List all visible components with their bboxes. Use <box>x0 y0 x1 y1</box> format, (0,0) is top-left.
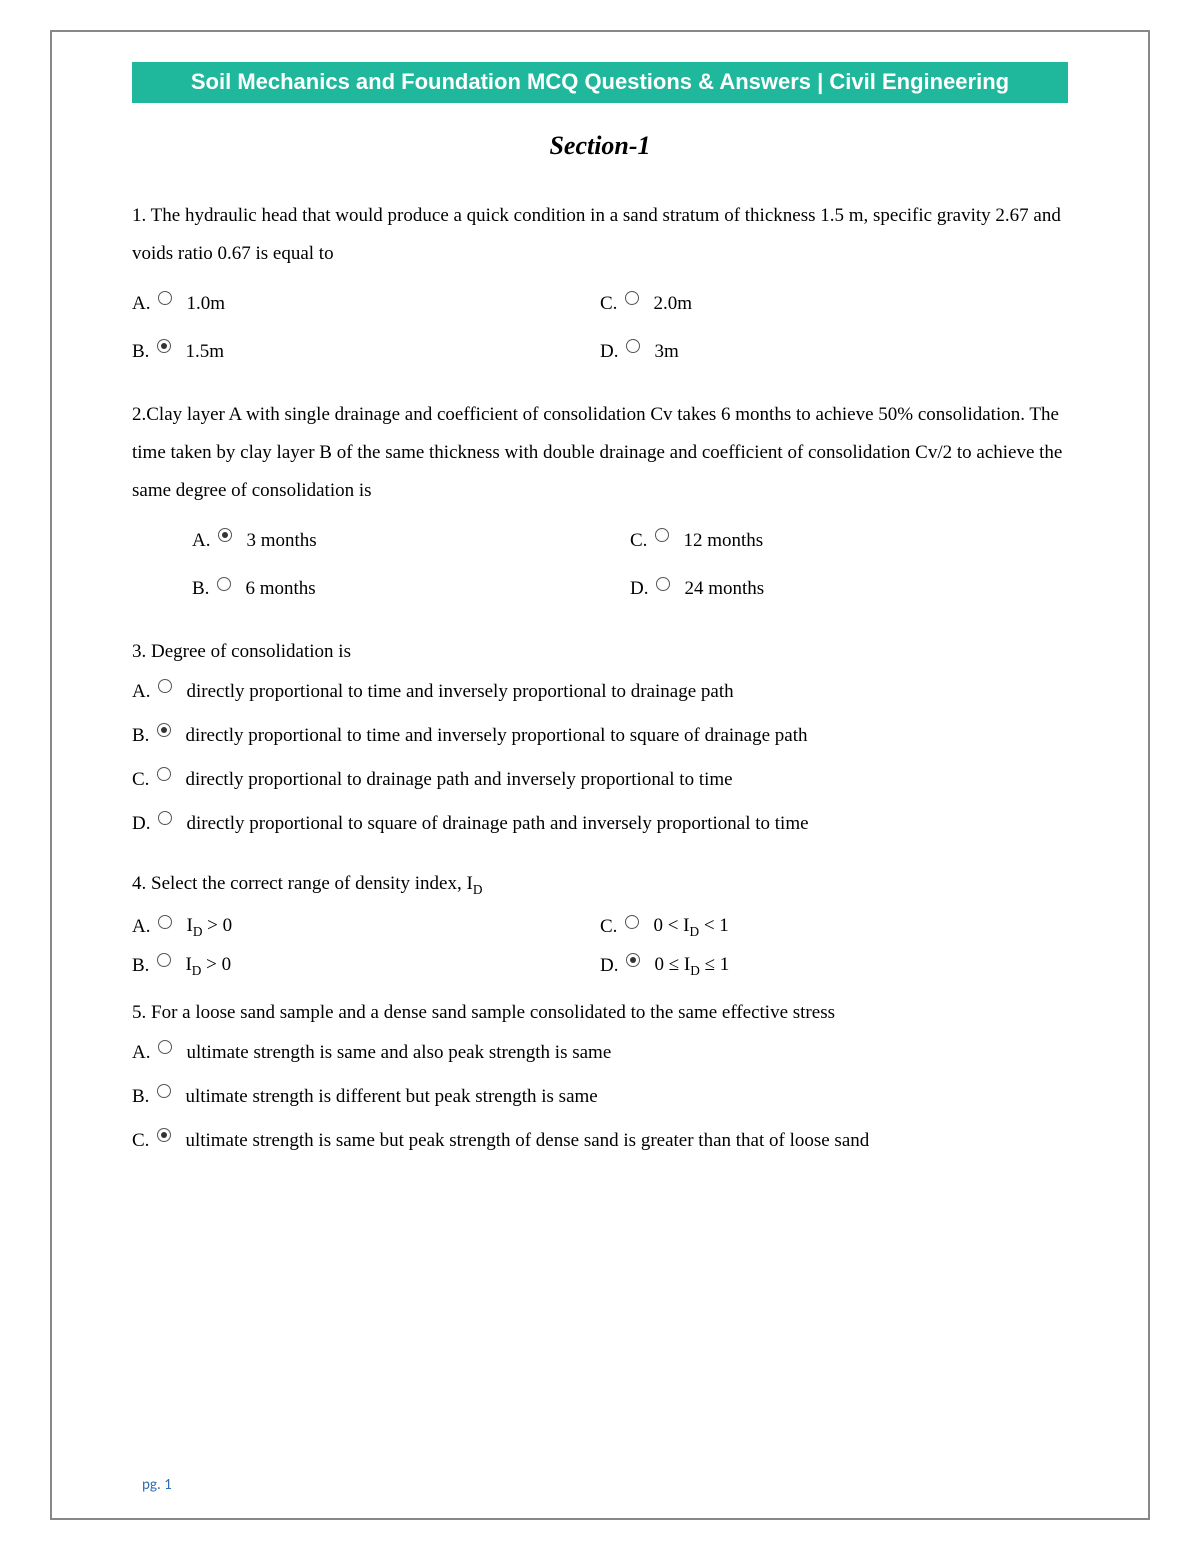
option-label: C. <box>630 528 647 555</box>
option-label: D. <box>132 813 150 835</box>
option-label: A. <box>132 291 150 318</box>
question-3-options: A. directly proportional to time and inv… <box>132 681 1068 835</box>
option-text: directly proportional to drainage path a… <box>185 769 732 791</box>
question-1-options: A. 1.0m C. 2.0m B. 1.5m D. 3m <box>132 291 1068 366</box>
radio-icon <box>625 915 639 929</box>
option-text: 3m <box>654 339 678 366</box>
radio-icon-selected <box>218 528 232 542</box>
q3-option-c[interactable]: C. directly proportional to drainage pat… <box>132 769 1068 791</box>
radio-icon <box>655 528 669 542</box>
radio-icon <box>158 291 172 305</box>
radio-icon-selected <box>626 953 640 967</box>
option-text: 0 ≤ ID ≤ 1 <box>654 952 729 980</box>
question-3-text: 3. Degree of consolidation is <box>132 633 1068 671</box>
q3-option-b[interactable]: B. directly proportional to time and inv… <box>132 725 1068 747</box>
q3-option-d[interactable]: D. directly proportional to square of dr… <box>132 813 1068 835</box>
option-label: A. <box>132 681 150 703</box>
radio-icon <box>158 679 172 693</box>
q5-option-c[interactable]: C. ultimate strength is same but peak st… <box>132 1130 1068 1152</box>
option-text: directly proportional to time and invers… <box>186 681 733 703</box>
option-label: C. <box>600 914 617 941</box>
radio-icon <box>217 577 231 591</box>
q4-text-sub: D <box>473 882 483 897</box>
radio-icon <box>158 1040 172 1054</box>
section-title: Section-1 <box>132 131 1068 161</box>
q1-option-a[interactable]: A. 1.0m <box>132 291 600 318</box>
option-text: directly proportional to square of drain… <box>186 813 808 835</box>
option-label: A. <box>192 528 210 555</box>
radio-icon <box>626 339 640 353</box>
q4-option-b[interactable]: B. ID > 0 <box>132 952 600 980</box>
radio-icon-selected <box>157 1128 171 1142</box>
radio-icon <box>158 915 172 929</box>
option-label: B. <box>132 953 149 980</box>
option-text: directly proportional to time and invers… <box>185 725 807 747</box>
option-label: A. <box>132 1042 150 1064</box>
option-text: 3 months <box>246 528 316 555</box>
radio-icon <box>158 811 172 825</box>
question-1-text: 1. The hydraulic head that would produce… <box>132 197 1068 273</box>
q2-option-d[interactable]: D. 24 months <box>630 576 1068 603</box>
option-label: A. <box>132 914 150 941</box>
option-label: C. <box>132 769 149 791</box>
question-2-text: 2.Clay layer A with single drainage and … <box>132 396 1068 510</box>
q4-option-d[interactable]: D. 0 ≤ ID ≤ 1 <box>600 952 1068 980</box>
radio-icon <box>157 767 171 781</box>
option-label: D. <box>600 339 618 366</box>
q1-option-d[interactable]: D. 3m <box>600 339 1068 366</box>
question-5-text: 5. For a loose sand sample and a dense s… <box>132 994 1068 1032</box>
radio-icon-selected <box>157 723 171 737</box>
option-text: 1.0m <box>186 291 225 318</box>
option-text: 2.0m <box>653 291 692 318</box>
question-4-text: 4. Select the correct range of density i… <box>132 865 1068 903</box>
option-text: ID > 0 <box>186 913 232 941</box>
q2-option-c[interactable]: C. 12 months <box>630 528 1068 555</box>
q3-option-a[interactable]: A. directly proportional to time and inv… <box>132 681 1068 703</box>
option-label: D. <box>630 576 648 603</box>
option-text: 24 months <box>684 576 764 603</box>
radio-icon <box>656 577 670 591</box>
q4-option-a[interactable]: A. ID > 0 <box>132 913 600 941</box>
option-label: B. <box>192 576 209 603</box>
option-text: ultimate strength is same and also peak … <box>186 1042 611 1064</box>
radio-icon <box>157 1084 171 1098</box>
radio-icon <box>625 291 639 305</box>
question-4-options: A. ID > 0 C. 0 < ID < 1 B. ID > 0 D. 0 ≤… <box>132 913 1068 980</box>
q1-option-b[interactable]: B. 1.5m <box>132 339 600 366</box>
question-2-options: A. 3 months C. 12 months B. 6 months D. … <box>132 528 1068 603</box>
option-label: B. <box>132 339 149 366</box>
q2-option-a[interactable]: A. 3 months <box>192 528 630 555</box>
radio-icon-selected <box>157 339 171 353</box>
question-5-options: A. ultimate strength is same and also pe… <box>132 1042 1068 1152</box>
option-label: D. <box>600 953 618 980</box>
page-banner: Soil Mechanics and Foundation MCQ Questi… <box>132 62 1068 103</box>
document-page: Soil Mechanics and Foundation MCQ Questi… <box>50 30 1150 1520</box>
option-label: C. <box>132 1130 149 1152</box>
q5-option-b[interactable]: B. ultimate strength is different but pe… <box>132 1086 1068 1108</box>
option-text: ultimate strength is different but peak … <box>185 1086 597 1108</box>
option-label: C. <box>600 291 617 318</box>
page-footer: pg. 1 <box>142 1476 172 1494</box>
option-text: 0 < ID < 1 <box>653 913 728 941</box>
q1-option-c[interactable]: C. 2.0m <box>600 291 1068 318</box>
option-label: B. <box>132 1086 149 1108</box>
radio-icon <box>157 953 171 967</box>
option-text: ID > 0 <box>185 952 231 980</box>
option-text: ultimate strength is same but peak stren… <box>185 1130 869 1152</box>
option-text: 12 months <box>683 528 763 555</box>
option-text: 1.5m <box>185 339 224 366</box>
q4-option-c[interactable]: C. 0 < ID < 1 <box>600 913 1068 941</box>
option-label: B. <box>132 725 149 747</box>
q2-option-b[interactable]: B. 6 months <box>192 576 630 603</box>
option-text: 6 months <box>245 576 315 603</box>
q4-text-prefix: 4. Select the correct range of density i… <box>132 873 473 894</box>
q5-option-a[interactable]: A. ultimate strength is same and also pe… <box>132 1042 1068 1064</box>
